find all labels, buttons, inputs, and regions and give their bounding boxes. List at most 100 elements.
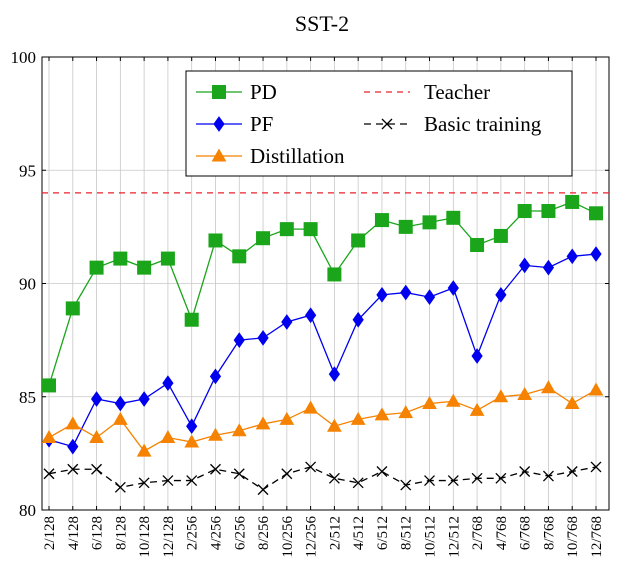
marker-cross xyxy=(186,475,198,487)
x-tick-label: 2/256 xyxy=(185,516,201,551)
marker-cross xyxy=(542,470,554,482)
series-pd xyxy=(42,194,603,393)
marker-diamond xyxy=(304,307,317,324)
marker-triangle xyxy=(327,418,342,432)
legend-item-basic-training: Basic training xyxy=(364,112,542,136)
marker-cross xyxy=(495,472,507,484)
x-tick-label: 10/768 xyxy=(565,516,581,558)
marker-triangle xyxy=(564,396,580,410)
x-tick-label: 2/128 xyxy=(42,516,58,550)
marker-diamond xyxy=(186,418,198,435)
series-line xyxy=(48,466,597,491)
y-axis-ticks: 80 85 90 95 100 xyxy=(11,48,609,520)
legend-label: Distillation xyxy=(250,144,345,168)
series-layer xyxy=(41,192,609,496)
marker-triangle xyxy=(350,411,366,425)
marker-square xyxy=(565,194,580,209)
marker-cross xyxy=(352,477,364,489)
x-axis-ticks: 2/128 4/128 6/128 8/128 10/128 12/128 2/256 4/2… xyxy=(42,57,605,558)
y-tick-label: 85 xyxy=(19,388,36,407)
marker-triangle xyxy=(112,411,128,425)
legend-label: PF xyxy=(250,112,273,136)
marker-triangle xyxy=(89,430,104,444)
x-tick-label: 2/512 xyxy=(327,516,343,550)
x-tick-label: 8/256 xyxy=(256,516,272,551)
marker-diamond xyxy=(566,248,578,265)
marker-cross xyxy=(424,475,435,487)
legend-label: Basic training xyxy=(424,112,542,136)
marker-diamond xyxy=(233,332,245,348)
marker-diamond xyxy=(138,391,150,407)
marker-square xyxy=(589,206,603,221)
marker-triangle xyxy=(41,430,57,444)
marker-diamond xyxy=(542,259,555,276)
x-tick-label: 4/256 xyxy=(208,516,224,551)
marker-square xyxy=(351,233,366,248)
marker-square xyxy=(256,231,271,246)
marker-diamond xyxy=(328,366,341,382)
x-tick-label: 4/768 xyxy=(494,516,510,550)
chart-title: SST-2 xyxy=(295,11,349,36)
marker-square xyxy=(89,260,104,275)
marker-square xyxy=(493,228,508,243)
marker-square xyxy=(160,251,175,266)
x-tick-label: 6/768 xyxy=(518,516,534,550)
marker-diamond xyxy=(471,348,483,364)
marker-triangle xyxy=(588,382,604,396)
series-line xyxy=(48,386,597,452)
x-tick-label: 8/512 xyxy=(399,516,415,550)
marker-triangle xyxy=(255,416,271,430)
marker-square xyxy=(517,204,532,219)
y-tick-label: 95 xyxy=(19,161,36,180)
legend-item-pf: PF xyxy=(196,112,273,136)
marker-triangle xyxy=(65,416,81,430)
marker-diamond xyxy=(281,314,293,330)
marker-square xyxy=(279,222,294,237)
marker-triangle xyxy=(422,396,437,410)
marker-triangle xyxy=(184,434,200,448)
x-tick-label: 10/128 xyxy=(137,516,153,558)
x-tick-label: 8/128 xyxy=(113,516,129,550)
y-tick-label: 80 xyxy=(19,501,36,520)
marker-cross xyxy=(67,463,79,475)
marker-square xyxy=(65,301,80,316)
marker-square xyxy=(398,219,413,234)
marker-triangle xyxy=(211,148,227,162)
marker-triangle xyxy=(160,430,176,444)
marker-cross xyxy=(210,463,221,475)
x-tick-label: 12/512 xyxy=(446,516,462,558)
series-line xyxy=(48,201,597,386)
marker-diamond xyxy=(447,280,459,296)
marker-diamond xyxy=(162,375,174,392)
legend-item-pd: PD xyxy=(196,80,277,104)
series-pf xyxy=(43,246,602,455)
x-tick-label: 4/512 xyxy=(351,516,367,550)
marker-triangle xyxy=(445,393,461,407)
marker-square xyxy=(232,249,247,264)
legend-label: Teacher xyxy=(424,80,490,104)
marker-square xyxy=(422,215,437,230)
x-tick-label: 12/256 xyxy=(304,516,320,558)
x-tick-label: 2/768 xyxy=(470,516,486,550)
marker-triangle xyxy=(279,411,295,425)
marker-triangle xyxy=(374,407,390,421)
marker-cross xyxy=(471,472,483,484)
marker-triangle xyxy=(398,405,414,419)
marker-cross xyxy=(281,468,293,480)
marker-triangle xyxy=(136,443,152,457)
legend: PD PF Distillation Teacher Basic training xyxy=(185,70,573,177)
marker-square xyxy=(470,237,485,252)
series-basic-training xyxy=(43,461,602,496)
marker-square xyxy=(541,204,556,219)
x-tick-label: 12/128 xyxy=(161,516,177,558)
marker-triangle xyxy=(469,402,485,416)
x-tick-label: 6/512 xyxy=(375,516,391,550)
marker-diamond xyxy=(209,368,222,385)
marker-square xyxy=(208,233,223,248)
marker-diamond xyxy=(90,391,103,407)
x-tick-label: 8/768 xyxy=(541,516,557,550)
marker-square xyxy=(327,267,342,282)
marker-triangle xyxy=(231,423,247,437)
marker-cross xyxy=(519,466,531,477)
